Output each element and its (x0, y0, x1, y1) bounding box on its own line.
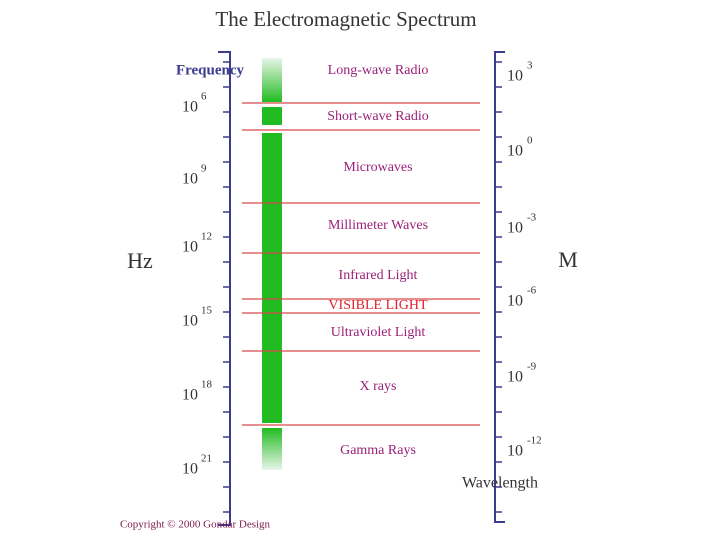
spectrum-bar (262, 428, 282, 470)
spectrum-bar (262, 58, 282, 102)
wavelength-tick-base: 10 (507, 443, 523, 460)
wavelength-label: Wavelength (462, 475, 538, 492)
wavelength-tick-base: 10 (507, 369, 523, 386)
separators (242, 102, 480, 426)
frequency-tick-base: 10 (182, 387, 198, 404)
frequency-tick-base: 10 (182, 461, 198, 478)
frequency-tick-base: 10 (182, 99, 198, 116)
wavelength-tick-base: 10 (507, 293, 523, 310)
frequency-tick-base: 10 (182, 313, 198, 330)
frequency-label: Frequency (176, 62, 245, 78)
band-label: Millimeter Waves (328, 218, 428, 233)
frequency-tick-exponent: 21 (201, 453, 212, 465)
band-label: Short-wave Radio (327, 109, 428, 124)
copyright: Copyright © 2000 Gondar Design (120, 519, 271, 531)
frequency-tick-exponent: 9 (201, 163, 207, 175)
band-label: X rays (360, 379, 397, 394)
band-label: Long-wave Radio (328, 63, 429, 78)
band-label: Ultraviolet Light (331, 325, 426, 340)
frequency-tick-exponent: 18 (201, 379, 213, 391)
wavelength-tick-exponent: -3 (527, 212, 537, 224)
title: The Electromagnetic Spectrum (215, 7, 476, 31)
frequency-tick-exponent: 12 (201, 231, 212, 243)
frequency-tick-base: 10 (182, 171, 198, 188)
frequency-tick-exponent: 15 (201, 305, 213, 317)
wavelength-tick-exponent: 3 (527, 60, 533, 72)
frequency-axis (218, 51, 231, 526)
wavelength-tick-exponent: -6 (527, 285, 537, 297)
wavelength-tick-base: 10 (507, 220, 523, 237)
band-label: Microwaves (343, 160, 412, 175)
wavelength-tick-exponent: 0 (527, 135, 533, 147)
spectrum-bar (262, 107, 282, 125)
frequency-unit: Hz (127, 248, 153, 273)
frequency-tick-exponent: 6 (201, 91, 207, 103)
frequency-tick-base: 10 (182, 239, 198, 256)
wavelength-unit: M (558, 247, 578, 272)
band-label: VISIBLE LIGHT (328, 298, 428, 313)
band-label: Infrared Light (339, 268, 418, 283)
wavelength-tick-exponent: -12 (527, 435, 542, 447)
wavelength-tick-exponent: -9 (527, 361, 537, 373)
wavelength-tick-base: 10 (507, 143, 523, 160)
band-label: Gamma Rays (340, 443, 416, 458)
spectrum-bar (262, 133, 282, 423)
wavelength-tick-base: 10 (507, 68, 523, 85)
